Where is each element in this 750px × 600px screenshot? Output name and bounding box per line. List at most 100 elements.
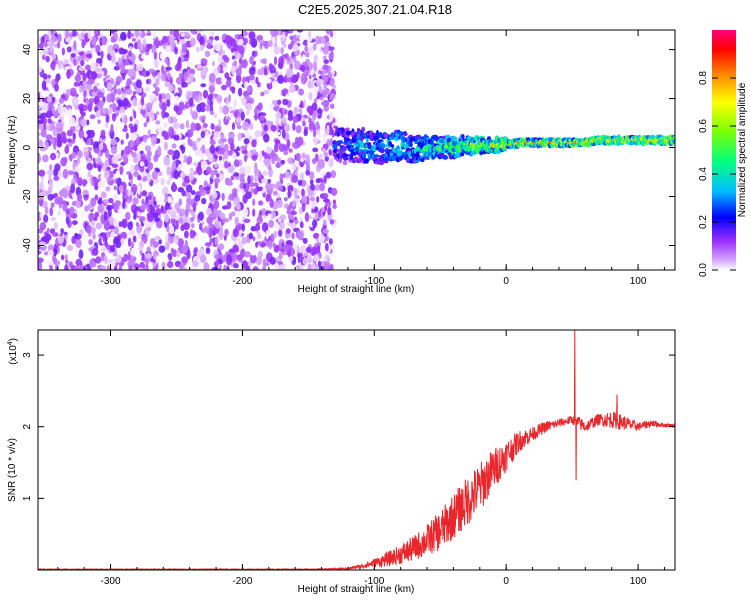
noise-speckle [268, 40, 273, 47]
noise-speckle [108, 153, 112, 164]
noise-speckle [259, 209, 263, 216]
noise-speckle [318, 85, 323, 93]
noise-speckle [141, 190, 148, 197]
noise-speckle [138, 64, 144, 72]
noise-speckle [100, 129, 106, 137]
noise-speckle [104, 159, 109, 167]
noise-speckle [146, 43, 153, 50]
noise-speckle [104, 198, 109, 204]
noise-speckle [70, 183, 76, 194]
noise-speckle [297, 179, 303, 186]
noise-speckle [161, 130, 167, 138]
noise-speckle [74, 97, 79, 106]
noise-speckle [86, 162, 94, 171]
noise-speckle [268, 219, 275, 228]
noise-speckle [205, 207, 212, 216]
noise-speckle [145, 102, 153, 112]
noise-speckle [305, 156, 311, 165]
noise-speckle [190, 208, 194, 216]
noise-speckle [307, 189, 314, 197]
noise-speckle [322, 91, 328, 98]
noise-speckle [56, 196, 64, 205]
noise-speckle [279, 222, 285, 230]
noise-speckle [154, 235, 161, 241]
noise-speckle [190, 122, 196, 132]
noise-speckle [146, 172, 152, 183]
signal-point [459, 152, 465, 157]
noise-speckle [163, 156, 170, 166]
noise-speckle [147, 129, 152, 139]
noise-speckle [39, 180, 45, 191]
noise-speckle [199, 44, 204, 52]
signal-point [414, 140, 419, 145]
noise-speckle [329, 93, 336, 100]
noise-speckle [125, 211, 131, 221]
x-tick-label: -300 [101, 576, 121, 587]
noise-speckle [168, 234, 175, 244]
noise-speckle [209, 145, 216, 154]
noise-speckle [127, 30, 132, 40]
noise-speckle [130, 241, 134, 248]
noise-speckle [38, 234, 41, 241]
noise-speckle [138, 240, 145, 248]
noise-speckle [179, 123, 185, 130]
y-tick-label: 20 [22, 93, 33, 105]
noise-speckle [85, 64, 91, 71]
noise-speckle [172, 116, 177, 124]
noise-speckle [218, 50, 223, 56]
noise-speckle [327, 206, 332, 216]
noise-speckle [108, 197, 114, 204]
noise-speckle [236, 254, 243, 261]
noise-speckle [65, 259, 69, 264]
noise-speckle [305, 169, 311, 176]
noise-speckle [259, 43, 263, 50]
noise-speckle [287, 157, 294, 164]
noise-speckle [53, 222, 58, 230]
noise-speckle [322, 76, 326, 86]
noise-speckle [64, 254, 68, 261]
noise-speckle [40, 36, 45, 45]
noise-speckle [173, 30, 179, 38]
noise-speckle [218, 118, 222, 128]
noise-speckle [278, 250, 283, 260]
noise-speckle [258, 151, 263, 162]
noise-speckle [146, 150, 152, 157]
noise-speckle [57, 209, 61, 216]
noise-speckle [157, 72, 162, 81]
noise-speckle [53, 175, 60, 181]
noise-speckle [169, 30, 173, 35]
noise-speckle [228, 112, 234, 119]
noise-speckle [102, 234, 106, 242]
noise-speckle [143, 122, 148, 128]
noise-speckle [100, 255, 105, 262]
noise-speckle [38, 257, 44, 263]
x-tick-label: -100 [364, 576, 384, 587]
noise-speckle [208, 222, 213, 229]
noise-speckle [317, 159, 325, 169]
noise-speckle [119, 166, 124, 176]
noise-speckle [113, 226, 119, 235]
noise-speckle [231, 65, 235, 76]
snr-panel: -300 -200 -100 0 100 1 2 3 Height of straight … [7, 329, 676, 595]
noise-speckle [167, 72, 171, 81]
noise-speckle [201, 58, 208, 65]
noise-speckle [113, 266, 118, 270]
noise-speckle [322, 136, 327, 145]
noise-speckle [312, 219, 318, 228]
colorbar-tick-label: 0.4 [698, 167, 709, 181]
snr-scale-base: (x104) [7, 338, 19, 365]
noise-speckle [301, 54, 306, 63]
noise-speckle [60, 39, 65, 47]
noise-speckle [299, 221, 304, 229]
noise-speckle [248, 31, 256, 41]
noise-speckle [141, 53, 146, 60]
noise-speckle [53, 248, 58, 256]
noise-speckle [252, 198, 256, 206]
noise-speckle [269, 183, 276, 190]
noise-speckle [323, 59, 330, 64]
noise-speckle [214, 43, 221, 52]
noise-speckle [44, 141, 49, 150]
noise-speckle [84, 205, 89, 212]
noise-speckle [278, 264, 285, 270]
noise-speckle [58, 97, 65, 104]
